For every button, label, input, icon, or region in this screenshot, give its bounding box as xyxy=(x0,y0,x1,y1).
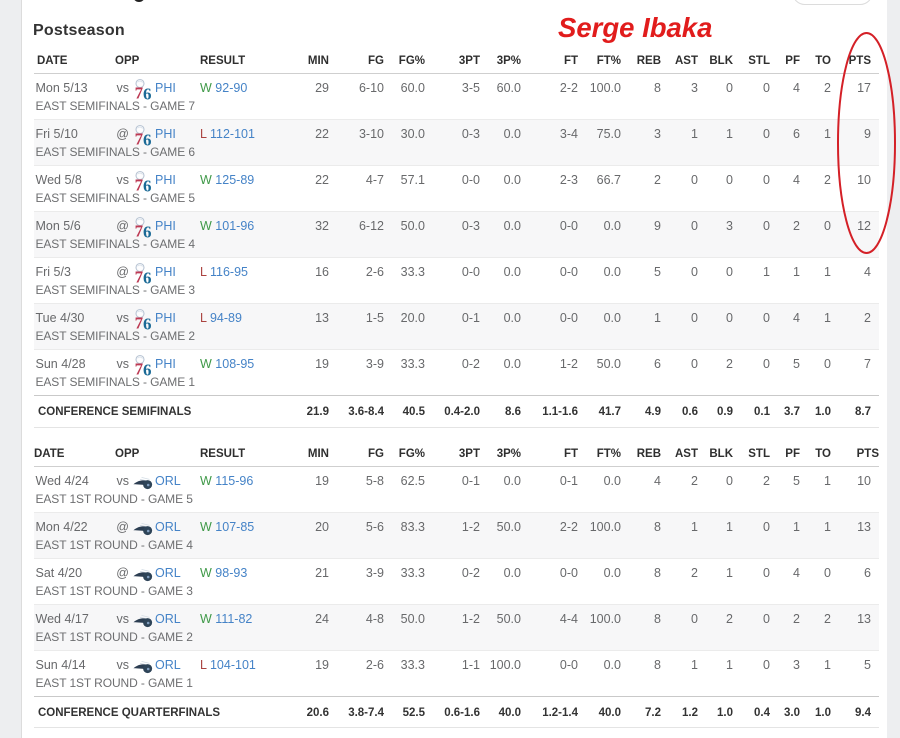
svg-text:6: 6 xyxy=(143,84,152,101)
svg-text:6: 6 xyxy=(143,314,152,331)
svg-text:7: 7 xyxy=(135,129,144,147)
svg-text:7: 7 xyxy=(135,267,144,285)
svg-text:6: 6 xyxy=(143,360,152,377)
svg-text:6: 6 xyxy=(143,222,152,239)
svg-text:7: 7 xyxy=(135,313,144,331)
svg-text:6: 6 xyxy=(143,130,152,147)
svg-text:6: 6 xyxy=(143,268,152,285)
svg-text:7: 7 xyxy=(135,175,144,193)
svg-text:7: 7 xyxy=(135,83,144,101)
svg-text:6: 6 xyxy=(143,176,152,193)
svg-text:7: 7 xyxy=(135,359,144,377)
svg-text:7: 7 xyxy=(135,221,144,239)
